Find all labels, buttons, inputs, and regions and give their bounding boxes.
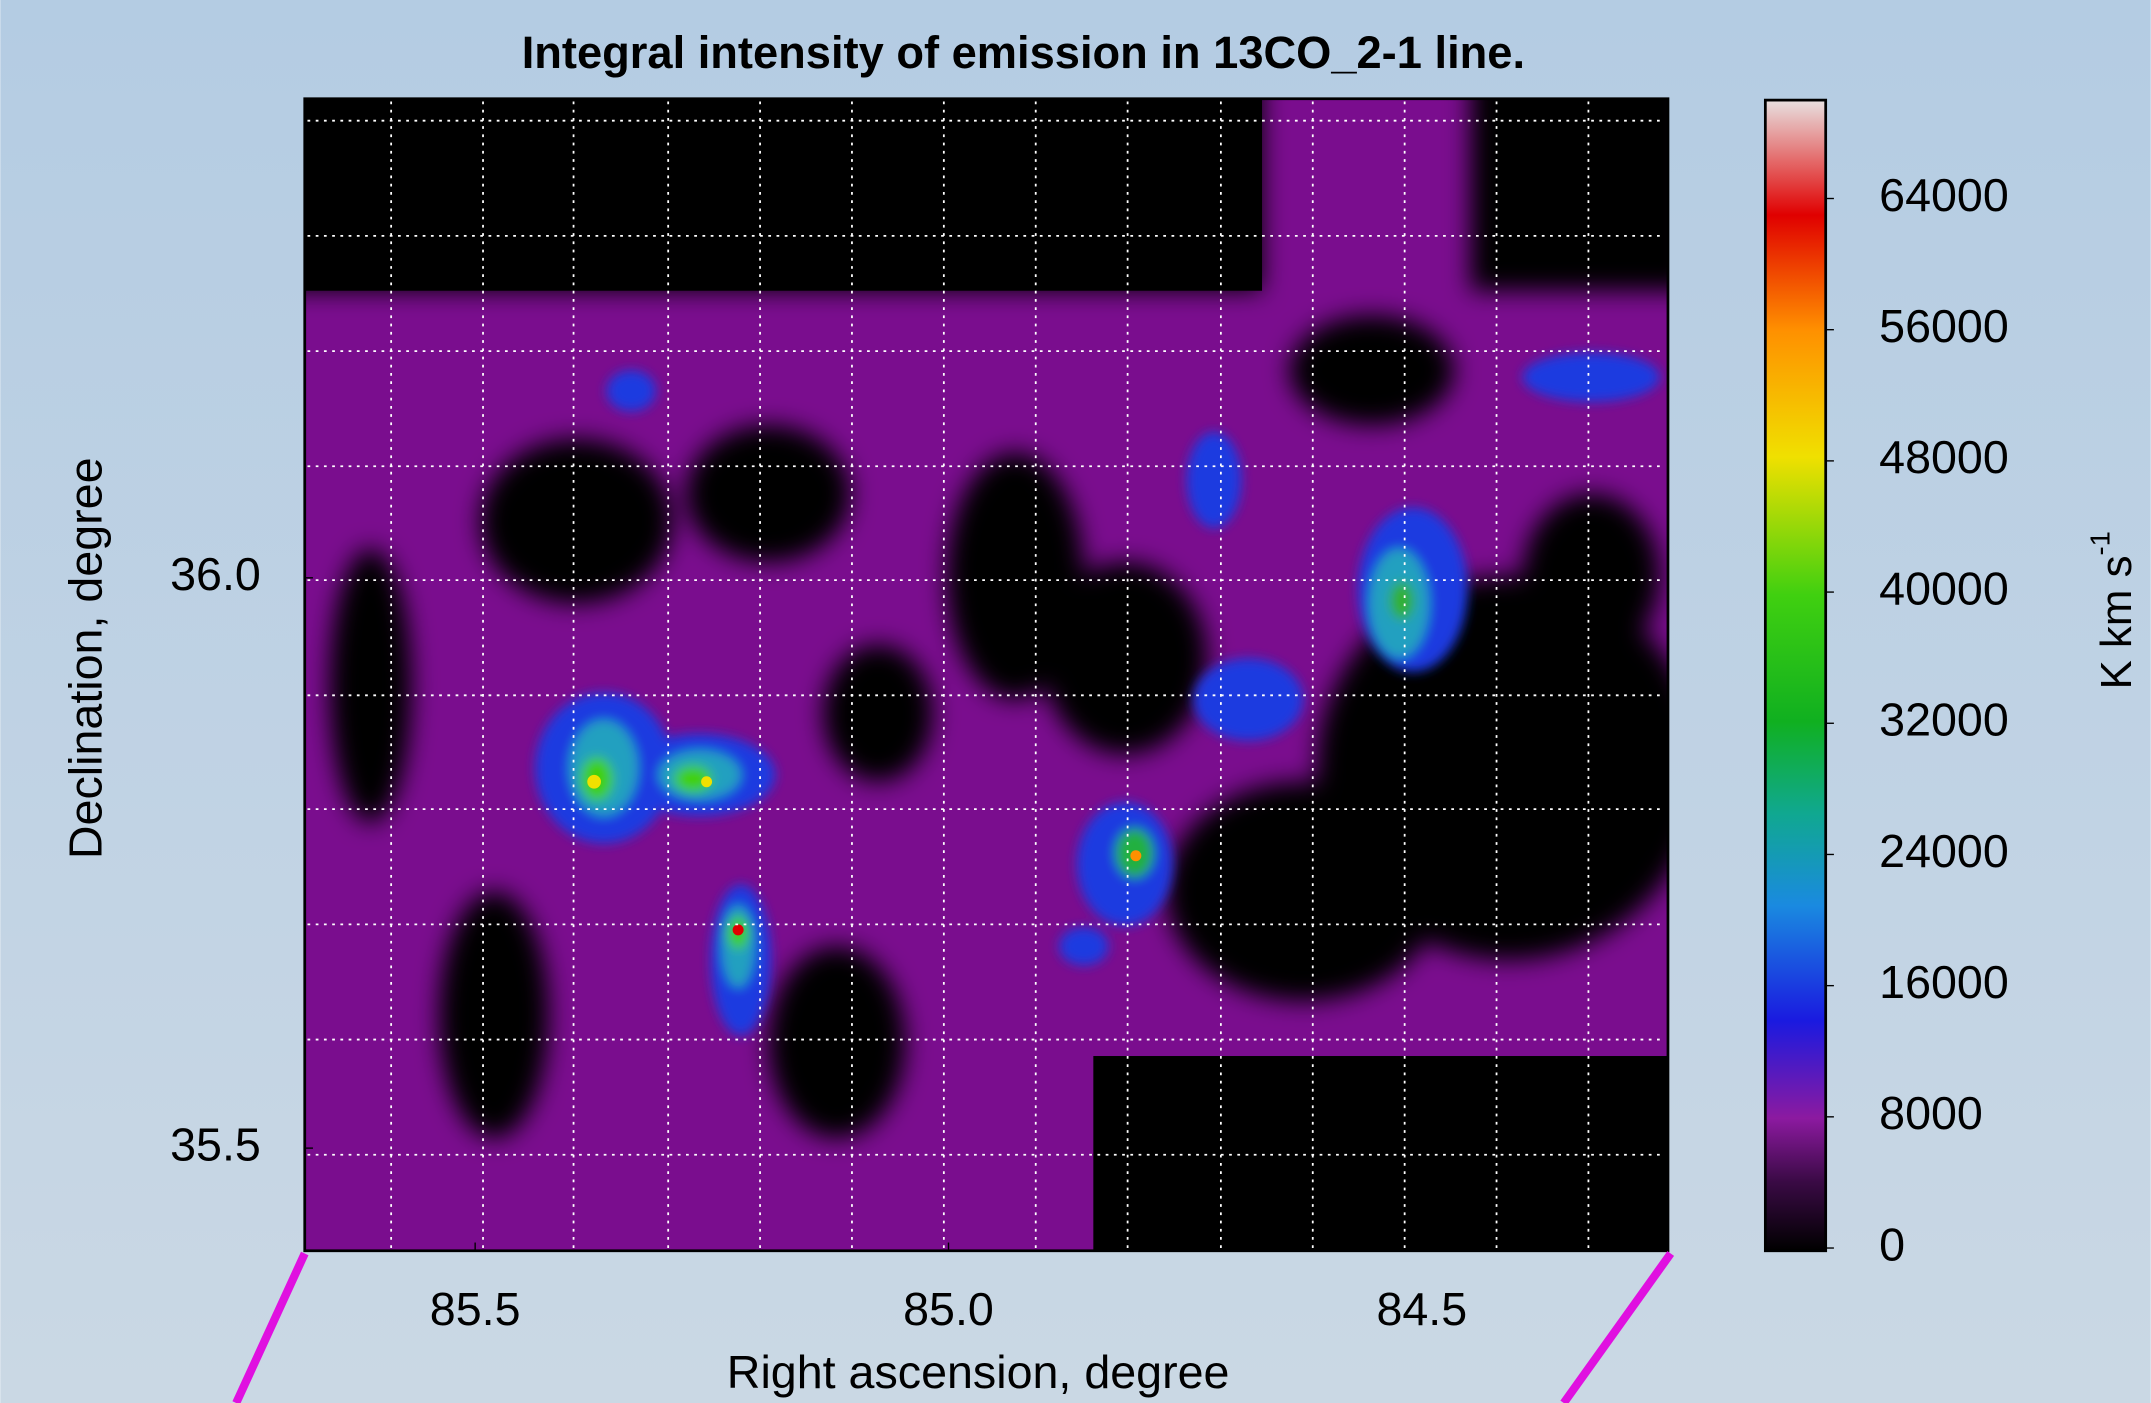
- x-tick-label: 85.0: [903, 1283, 994, 1335]
- colorbar-label-exponent: -1: [2085, 531, 2116, 555]
- colorbar-tick-label: 24000: [1879, 825, 2009, 877]
- colorbar-label: K km s-1: [2085, 531, 2141, 689]
- x-axis-label: Right ascension, degree: [727, 1346, 1230, 1398]
- colorbar-label-text: K km s: [2092, 555, 2141, 689]
- page: {"chart_data":{"type":"heatmap", "title"…: [0, 0, 2151, 1403]
- x-tick-label: 84.5: [1376, 1283, 1467, 1335]
- colorbar: [1765, 100, 1825, 1251]
- map-image: [275, 69, 1701, 1262]
- colorbar-tick-label: 64000: [1879, 169, 2009, 221]
- chart: Integral intensity of emission in 13CO_2…: [0, 0, 2151, 1403]
- colorbar-tick-label: 40000: [1879, 562, 2009, 614]
- colorbar-tick-label: 16000: [1879, 956, 2009, 1008]
- chart-title: Integral intensity of emission in 13CO_2…: [522, 27, 1525, 78]
- colorbar-tick-label: 56000: [1879, 300, 2009, 352]
- colorbar-tick-label: 32000: [1879, 694, 2009, 746]
- colorbar-tick-label: 0: [1879, 1218, 1905, 1270]
- y-tick-label: 36.0: [170, 548, 261, 600]
- y-tick-label: 35.5: [170, 1118, 261, 1170]
- y-axis-label: Declination, degree: [60, 457, 112, 859]
- colorbar-tick-label: 48000: [1879, 431, 2009, 483]
- x-tick-label: 85.5: [430, 1283, 521, 1335]
- colorbar-tick-label: 8000: [1879, 1087, 1983, 1139]
